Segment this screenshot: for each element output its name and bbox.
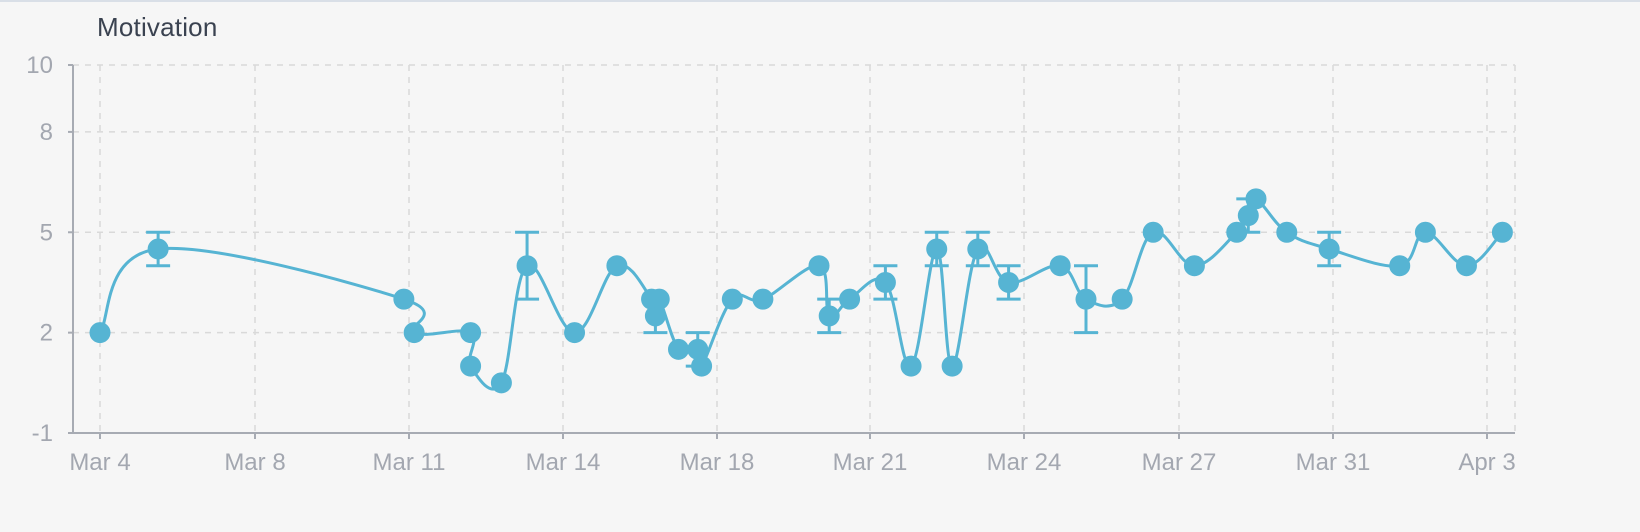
data-point [839,288,861,310]
top-rule [0,0,1640,2]
chart-title: Motivation [97,12,218,42]
data-point [721,288,743,310]
data-point [691,355,713,377]
tick-layer: 10 8 5 2 -1 Mar 4 Mar 8 Mar 11 Mar 14 Mar 18 Mar 2… [26,52,1515,476]
data-point [1111,288,1133,310]
data-point [926,238,948,260]
data-point [1455,255,1477,277]
x-tick-label: Mar 21 [833,449,908,476]
data-point [668,338,689,360]
data-point [874,271,896,293]
axis-layer [68,64,1515,439]
x-tick-label: Apr 3 [1458,449,1515,476]
data-point [1276,221,1298,243]
data-point [900,355,922,377]
data-point [941,355,963,377]
y-tick-label: 5 [40,219,53,246]
x-tick-label: Mar 27 [1142,449,1217,476]
data-point [1414,221,1436,243]
point-layer [89,188,1513,394]
data-point [1183,255,1205,277]
x-tick-label: Mar 18 [680,449,755,476]
data-point [490,372,512,394]
data-point [1491,221,1513,243]
data-point [998,271,1020,293]
x-tick-label: Mar 31 [1296,449,1371,476]
x-tick-label: Mar 14 [526,449,601,476]
data-point [393,288,415,310]
data-point [460,322,482,344]
data-point [1142,221,1164,243]
data-point [1049,255,1071,277]
data-point [460,355,482,377]
grid-layer [73,64,1516,433]
data-point [1318,238,1340,260]
data-point [1245,188,1267,210]
data-point [648,288,670,310]
data-point [818,305,840,327]
data-point [1226,221,1248,243]
y-tick-label: -1 [32,420,53,447]
x-tick-label: Mar 4 [69,449,130,476]
data-point [89,322,111,344]
y-tick-label: 2 [40,320,53,347]
data-point [564,322,586,344]
x-tick-label: Mar 8 [224,449,285,476]
x-tick-label: Mar 11 [373,449,446,476]
data-point [147,238,169,260]
data-point [516,255,538,277]
data-point [1075,288,1097,310]
data-point [1389,255,1411,277]
data-point [808,255,830,277]
data-point [606,255,628,277]
x-tick-label: Mar 24 [987,449,1062,476]
data-point [752,288,774,310]
y-tick-label: 8 [40,119,53,146]
data-point [403,322,425,344]
y-tick-label: 10 [26,52,53,79]
data-point [967,238,989,260]
error-bar-layer [146,197,1342,368]
